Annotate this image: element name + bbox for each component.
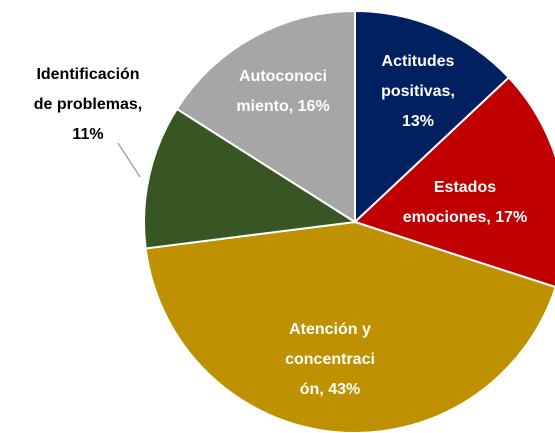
data-label: ón, 43% (300, 381, 360, 398)
data-label: de problemas, (34, 96, 142, 113)
pie-slice (143, 107, 358, 250)
pie-slice (353, 76, 555, 289)
data-label: positivas, (381, 83, 455, 100)
pie-slice (354, 9, 511, 225)
data-label: Atención y (289, 321, 371, 338)
data-label: 11% (72, 126, 103, 143)
data-label: Estados (434, 179, 496, 196)
pie-slice (175, 9, 356, 224)
leader-line (117, 142, 141, 178)
data-label: Autoconoci (239, 68, 327, 85)
data-label: emociones, 17% (403, 209, 528, 226)
data-label: 13% (402, 113, 434, 130)
data-label: Identificación (36, 66, 139, 83)
data-label: concentraci (285, 351, 375, 368)
data-label: Actitudes (382, 53, 455, 70)
data-label: miento, 16% (236, 98, 329, 115)
pie-slice (144, 220, 555, 433)
